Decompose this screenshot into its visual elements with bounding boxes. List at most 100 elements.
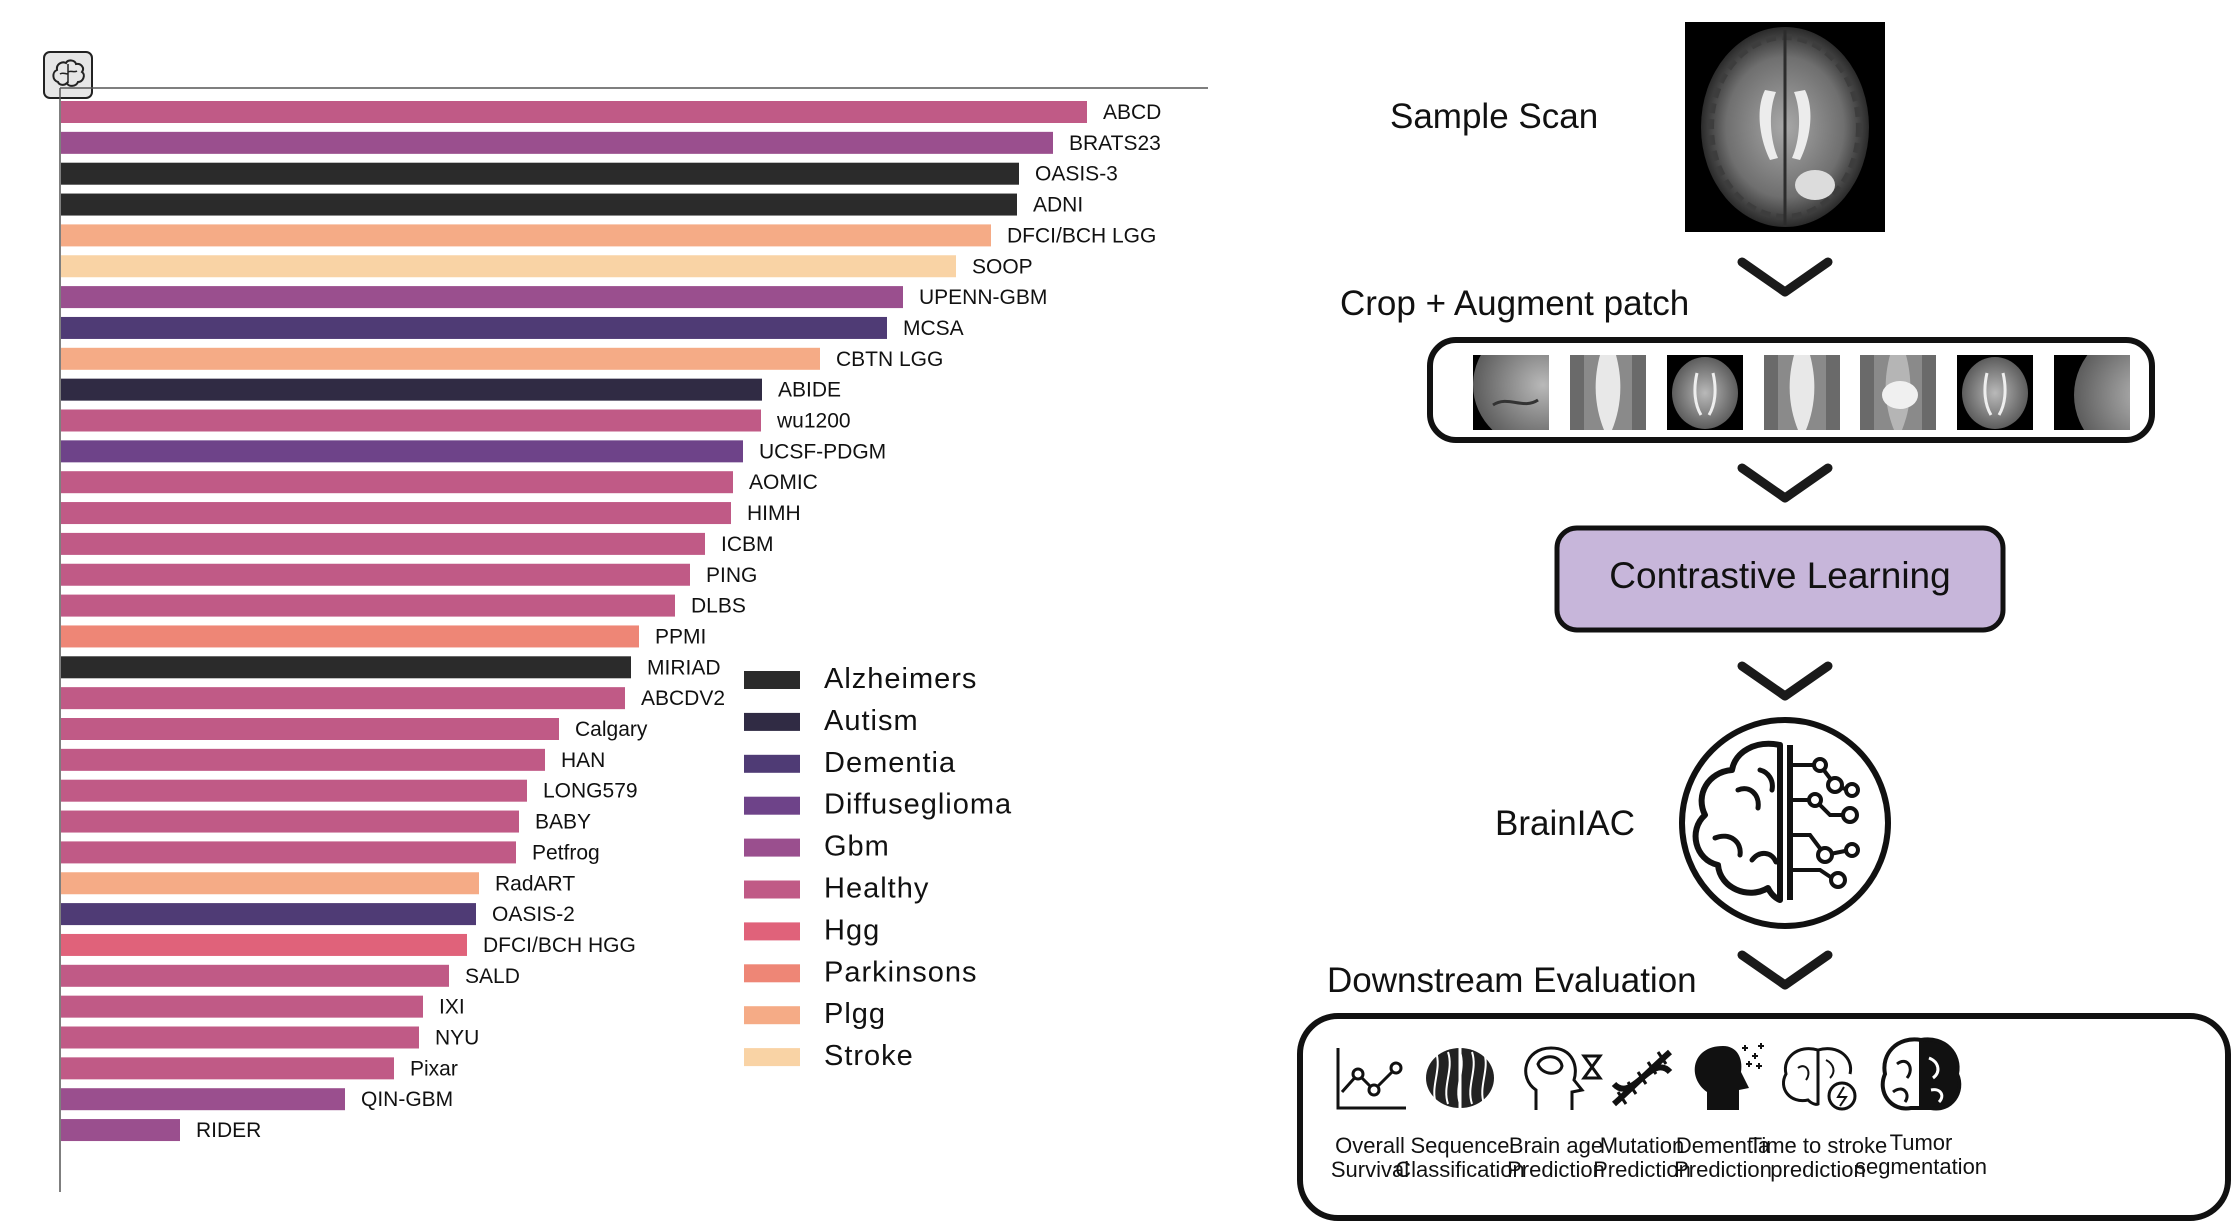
chevron-down-icon bbox=[1737, 257, 1833, 297]
augmented-patches bbox=[1473, 355, 2130, 430]
brain-sequence-icon bbox=[1426, 1048, 1494, 1108]
bar-label: NYU bbox=[435, 1027, 479, 1050]
bar bbox=[61, 1119, 180, 1142]
brain-icon bbox=[43, 51, 93, 99]
survival-chart-icon bbox=[1336, 1048, 1406, 1110]
downstream-evaluation-label: Downstream Evaluation bbox=[1327, 961, 1697, 1000]
legend-swatch bbox=[744, 838, 800, 857]
bar-label: HIMH bbox=[747, 502, 801, 525]
task-label-line1: Mutation bbox=[1600, 1133, 1684, 1158]
bar-label: ABIDE bbox=[778, 379, 841, 402]
contrastive-learning-box bbox=[1554, 525, 2006, 633]
bar-label: RadART bbox=[495, 872, 575, 895]
bar bbox=[61, 594, 675, 617]
crop-augment-label: Crop + Augment patch bbox=[1340, 284, 1689, 323]
task-label-line1: Sequence bbox=[1410, 1133, 1509, 1158]
bar bbox=[61, 193, 1017, 216]
bar-label: BABY bbox=[535, 811, 591, 834]
bar bbox=[61, 224, 991, 247]
task-label-line2: segmentation bbox=[1855, 1154, 1987, 1179]
augmented-patch bbox=[1860, 355, 1936, 430]
downstream-tasks: OverallSurvivalSequenceClassificationBra… bbox=[1331, 1037, 1987, 1182]
legend-entry: Alzheimers bbox=[824, 663, 977, 695]
bar-label: PPMI bbox=[655, 625, 706, 648]
task-label-line2: Prediction bbox=[1674, 1157, 1772, 1182]
bar-label: LONG579 bbox=[543, 780, 638, 803]
task-label-line1: Time to stroke bbox=[1749, 1133, 1888, 1158]
brainiac-label: BrainIAC bbox=[1495, 804, 1635, 843]
bar-label: AOMIC bbox=[749, 471, 818, 494]
downstream-tasks-box bbox=[1297, 1013, 2231, 1221]
bar-label: MCSA bbox=[903, 317, 964, 340]
brain-stroke-icon bbox=[1782, 1047, 1857, 1111]
bar-label: QIN-GBM bbox=[361, 1088, 453, 1111]
augmented-patch bbox=[1667, 355, 1743, 430]
bar bbox=[61, 995, 423, 1018]
bar-label: DFCI/BCH HGG bbox=[483, 934, 636, 957]
bar bbox=[61, 378, 762, 401]
task-label-line2: prediction bbox=[1770, 1157, 1865, 1182]
bar bbox=[61, 471, 733, 494]
task-label-line2: Prediction bbox=[1507, 1157, 1605, 1182]
bar-label: DFCI/BCH LGG bbox=[1007, 224, 1156, 247]
tumor-brain-icon bbox=[1880, 1037, 1962, 1111]
task-label-line1: Dementia bbox=[1676, 1133, 1771, 1158]
bar-label: RIDER bbox=[196, 1119, 261, 1142]
bar bbox=[61, 101, 1087, 123]
bar-label: ADNI bbox=[1033, 194, 1083, 217]
bar bbox=[61, 502, 731, 525]
dna-icon bbox=[1611, 1049, 1673, 1107]
bar bbox=[61, 532, 705, 555]
bar bbox=[61, 347, 820, 370]
task-label-line2: Survival bbox=[1331, 1157, 1409, 1182]
bar-label: IXI bbox=[439, 996, 465, 1019]
augmented-patch bbox=[1764, 355, 1840, 430]
bar bbox=[61, 718, 559, 740]
sample-scan-image bbox=[1685, 22, 1885, 232]
bar-label: ICBM bbox=[721, 533, 774, 556]
legend-swatch bbox=[744, 754, 800, 773]
bar bbox=[61, 1057, 394, 1080]
legend-swatch bbox=[744, 671, 800, 689]
augmented-patch bbox=[1473, 355, 1549, 430]
legend-entry: Autism bbox=[824, 705, 919, 737]
bar bbox=[61, 316, 887, 339]
legend-entry: Plgg bbox=[824, 998, 886, 1030]
bar bbox=[61, 1026, 419, 1049]
chevron-down-icon bbox=[1737, 661, 1833, 701]
augmented-patch bbox=[1957, 355, 2033, 430]
augmented-patch bbox=[1570, 355, 1646, 430]
bar-label: MIRIAD bbox=[647, 656, 721, 679]
bar bbox=[61, 162, 1019, 185]
legend-entry: Healthy bbox=[824, 873, 929, 905]
head-hourglass-icon bbox=[1524, 1046, 1603, 1110]
bar bbox=[61, 779, 527, 802]
bar-label: PING bbox=[706, 564, 757, 587]
bar bbox=[61, 872, 479, 895]
bar-label: DLBS bbox=[691, 595, 746, 618]
dataset-bar-chart: ABCD BRATS23 OASIS-3 ADNI DFCI/BCH LGG SOOP UP… bbox=[43, 51, 1208, 1192]
legend-swatch bbox=[744, 922, 800, 941]
bar-label: OASIS-2 bbox=[492, 903, 575, 926]
bar bbox=[61, 903, 476, 926]
bar bbox=[61, 841, 516, 864]
chevron-down-icon bbox=[1737, 950, 1833, 990]
head-dementia-icon bbox=[1694, 1043, 1764, 1110]
legend-entry: Diffuseglioma bbox=[824, 789, 1012, 821]
bar bbox=[61, 255, 956, 278]
legend-swatch bbox=[744, 1048, 800, 1067]
pipeline-diagram: Sample Scan Crop + Augment patch Contras… bbox=[1297, 22, 2231, 1221]
bar bbox=[61, 656, 631, 679]
bar-label: ABCD bbox=[1103, 101, 1161, 124]
bar-label: SOOP bbox=[972, 255, 1033, 278]
bar bbox=[61, 687, 625, 710]
augmented-patch bbox=[2054, 355, 2130, 430]
contrastive-learning-label: Contrastive Learning bbox=[1609, 555, 1950, 596]
bar-label: Petfrog bbox=[532, 841, 600, 864]
bar-label: UPENN-GBM bbox=[919, 286, 1047, 309]
sample-scan-label: Sample Scan bbox=[1390, 97, 1598, 136]
task-label-line2: Classification bbox=[1395, 1157, 1525, 1182]
legend-entry: Parkinsons bbox=[824, 956, 977, 988]
legend-entry: Gbm bbox=[824, 831, 890, 863]
legend-swatch bbox=[744, 880, 800, 899]
